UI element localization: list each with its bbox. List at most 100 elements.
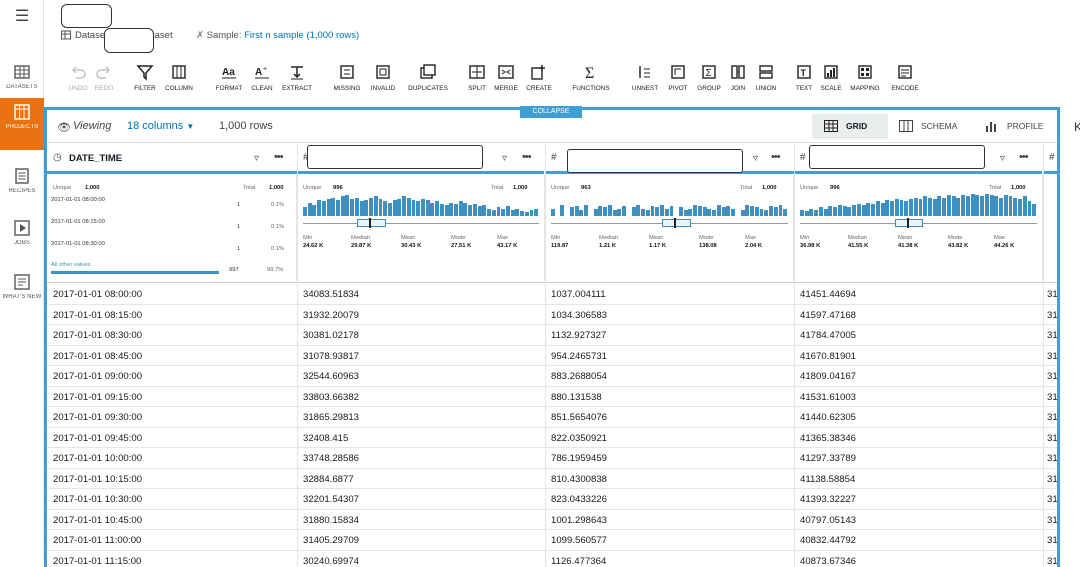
table-cell[interactable]: 1126.477364 bbox=[551, 556, 606, 567]
table-cell[interactable]: 2017-01-01 09:30:00 bbox=[53, 412, 142, 423]
table-cell[interactable]: 1132.927327 bbox=[551, 330, 606, 341]
columns-dropdown[interactable]: 18 columns ▼ bbox=[127, 120, 194, 132]
split-button[interactable]: SPLIT bbox=[464, 60, 490, 100]
union-button[interactable]: UNION bbox=[752, 60, 780, 100]
tab-grid[interactable]: GRID bbox=[812, 114, 888, 139]
more-options-icon[interactable]: ••• bbox=[771, 151, 780, 163]
table-cell[interactable]: 2017-01-01 08:15:00 bbox=[53, 310, 142, 321]
unnest-button[interactable]: UNNEST bbox=[628, 60, 662, 100]
table-row[interactable]: 2017-01-01 09:30:00 31865.29813 851.565407… bbox=[47, 407, 1060, 428]
table-cell[interactable]: 32408.415 bbox=[303, 433, 348, 444]
more-options-icon[interactable]: ••• bbox=[274, 151, 283, 163]
table-cell[interactable]: 31 bbox=[1047, 433, 1058, 444]
collapse-button[interactable]: COLLAPSE bbox=[520, 106, 582, 118]
table-row[interactable]: 2017-01-01 08:00:00 34083.51834 1037.00411… bbox=[47, 284, 1060, 305]
encode-button[interactable]: ENCODE bbox=[888, 60, 922, 100]
column-header-3[interactable]: # ▿ ••• bbox=[794, 144, 1042, 174]
table-cell[interactable]: 851.5654076 bbox=[551, 412, 607, 423]
filter-button[interactable]: FILTER bbox=[132, 60, 158, 100]
table-cell[interactable]: 41784.47005 bbox=[800, 330, 856, 341]
table-cell[interactable]: 31 bbox=[1047, 371, 1058, 382]
table-cell[interactable]: 954.2465731 bbox=[551, 351, 607, 362]
table-cell[interactable]: 2017-01-01 08:45:00 bbox=[53, 351, 142, 362]
table-cell[interactable]: 31 bbox=[1047, 392, 1058, 403]
nav-item-projects[interactable]: PROJECTS bbox=[0, 98, 44, 150]
table-cell[interactable]: 41297.33789 bbox=[800, 453, 856, 464]
mapping-button[interactable]: MAPPING bbox=[846, 60, 884, 100]
join-button[interactable]: JOIN bbox=[726, 60, 750, 100]
table-cell[interactable]: 31865.29813 bbox=[303, 412, 359, 423]
filter-icon[interactable]: ▿ bbox=[254, 153, 259, 164]
table-cell[interactable]: 33803.66382 bbox=[303, 392, 359, 403]
missing-button[interactable]: MISSING bbox=[330, 60, 364, 100]
redo-button[interactable]: REDO bbox=[92, 60, 116, 100]
table-cell[interactable]: 33748.28586 bbox=[303, 453, 359, 464]
table-cell[interactable]: 31880.15834 bbox=[303, 515, 359, 526]
create-button[interactable]: CREATE bbox=[522, 60, 556, 100]
table-cell[interactable]: 41451.44694 bbox=[800, 289, 856, 300]
table-cell[interactable]: 41670.81901 bbox=[800, 351, 856, 362]
table-cell[interactable]: 41138.58854 bbox=[800, 474, 855, 485]
table-cell[interactable]: 2017-01-01 10:15:00 bbox=[53, 474, 142, 485]
table-cell[interactable]: 41365.38346 bbox=[800, 433, 856, 444]
table-cell[interactable]: 2017-01-01 09:45:00 bbox=[53, 433, 142, 444]
scale-button[interactable]: SCALE bbox=[818, 60, 844, 100]
table-cell[interactable]: 31 bbox=[1047, 289, 1058, 300]
table-cell[interactable]: 40832.44792 bbox=[800, 535, 856, 546]
table-cell[interactable]: 32201.54307 bbox=[303, 494, 359, 505]
table-cell[interactable]: 30381.02178 bbox=[303, 330, 359, 341]
table-cell[interactable]: 41393.32227 bbox=[800, 494, 856, 505]
table-cell[interactable]: 41809.04167 bbox=[800, 371, 856, 382]
table-cell[interactable]: 31932.20079 bbox=[303, 310, 359, 321]
table-cell[interactable]: 41531.61003 bbox=[800, 392, 856, 403]
dataset-name[interactable]: taset bbox=[152, 30, 173, 41]
table-cell[interactable]: 883.2688054 bbox=[551, 371, 607, 382]
table-cell[interactable]: 31078.93817 bbox=[303, 351, 359, 362]
table-cell[interactable]: 34083.51834 bbox=[303, 289, 359, 300]
table-row[interactable]: 2017-01-01 08:45:00 31078.93817 954.246573… bbox=[47, 346, 1060, 367]
table-cell[interactable]: 2017-01-01 09:15:00 bbox=[53, 392, 142, 403]
table-cell[interactable]: 823.0433226 bbox=[551, 494, 607, 505]
table-cell[interactable]: 31 bbox=[1047, 351, 1058, 362]
table-cell[interactable]: 32544.60963 bbox=[303, 371, 359, 382]
more-options-icon[interactable]: ••• bbox=[522, 151, 531, 163]
table-cell[interactable]: 1037.004111 bbox=[551, 289, 606, 300]
table-cell[interactable]: 2017-01-01 08:00:00 bbox=[53, 289, 142, 300]
table-cell[interactable]: 40873.67346 bbox=[800, 556, 856, 567]
nav-item-whats-new[interactable]: WHAT'S NEW bbox=[0, 268, 44, 318]
clean-button[interactable]: A+ CLEAN bbox=[248, 60, 276, 100]
table-cell[interactable]: 31 bbox=[1047, 453, 1058, 464]
duplicates-button[interactable]: DUPLICATES bbox=[404, 60, 452, 100]
table-cell[interactable]: 31 bbox=[1047, 535, 1058, 546]
table-cell[interactable]: 1001.298643 bbox=[551, 515, 607, 526]
table-cell[interactable]: 1099.560577 bbox=[551, 535, 607, 546]
pivot-button[interactable]: PIVOT bbox=[664, 60, 692, 100]
table-cell[interactable]: 31 bbox=[1047, 310, 1058, 321]
table-cell[interactable]: 31405.29709 bbox=[303, 535, 359, 546]
tab-profile[interactable]: PROFILE bbox=[973, 114, 1059, 139]
table-cell[interactable]: 31 bbox=[1047, 556, 1058, 567]
sample-value[interactable]: First n sample (1,000 rows) bbox=[244, 30, 359, 41]
table-cell[interactable]: 2017-01-01 08:30:00 bbox=[53, 330, 142, 341]
table-cell[interactable]: 31 bbox=[1047, 474, 1058, 485]
column-header-1[interactable]: # ▿ ••• bbox=[297, 144, 544, 174]
group-button[interactable]: Σ GROUP bbox=[694, 60, 724, 100]
table-cell[interactable]: 32884.6877 bbox=[303, 474, 354, 485]
table-cell[interactable]: 30240.69974 bbox=[303, 556, 359, 567]
table-cell[interactable]: 786.1959459 bbox=[551, 453, 607, 464]
table-cell[interactable]: 1034.306583 bbox=[551, 310, 607, 321]
column-header-4[interactable]: # bbox=[1043, 144, 1060, 174]
table-cell[interactable]: 31 bbox=[1047, 412, 1058, 423]
column-button[interactable]: COLUMN bbox=[162, 60, 196, 100]
invalid-button[interactable]: INVALID bbox=[366, 60, 400, 100]
filter-icon[interactable]: ▿ bbox=[1000, 153, 1005, 164]
extract-button[interactable]: EXTRACT bbox=[278, 60, 316, 100]
filter-icon[interactable]: ▿ bbox=[502, 153, 507, 164]
table-cell[interactable]: 2017-01-01 09:00:00 bbox=[53, 371, 142, 382]
